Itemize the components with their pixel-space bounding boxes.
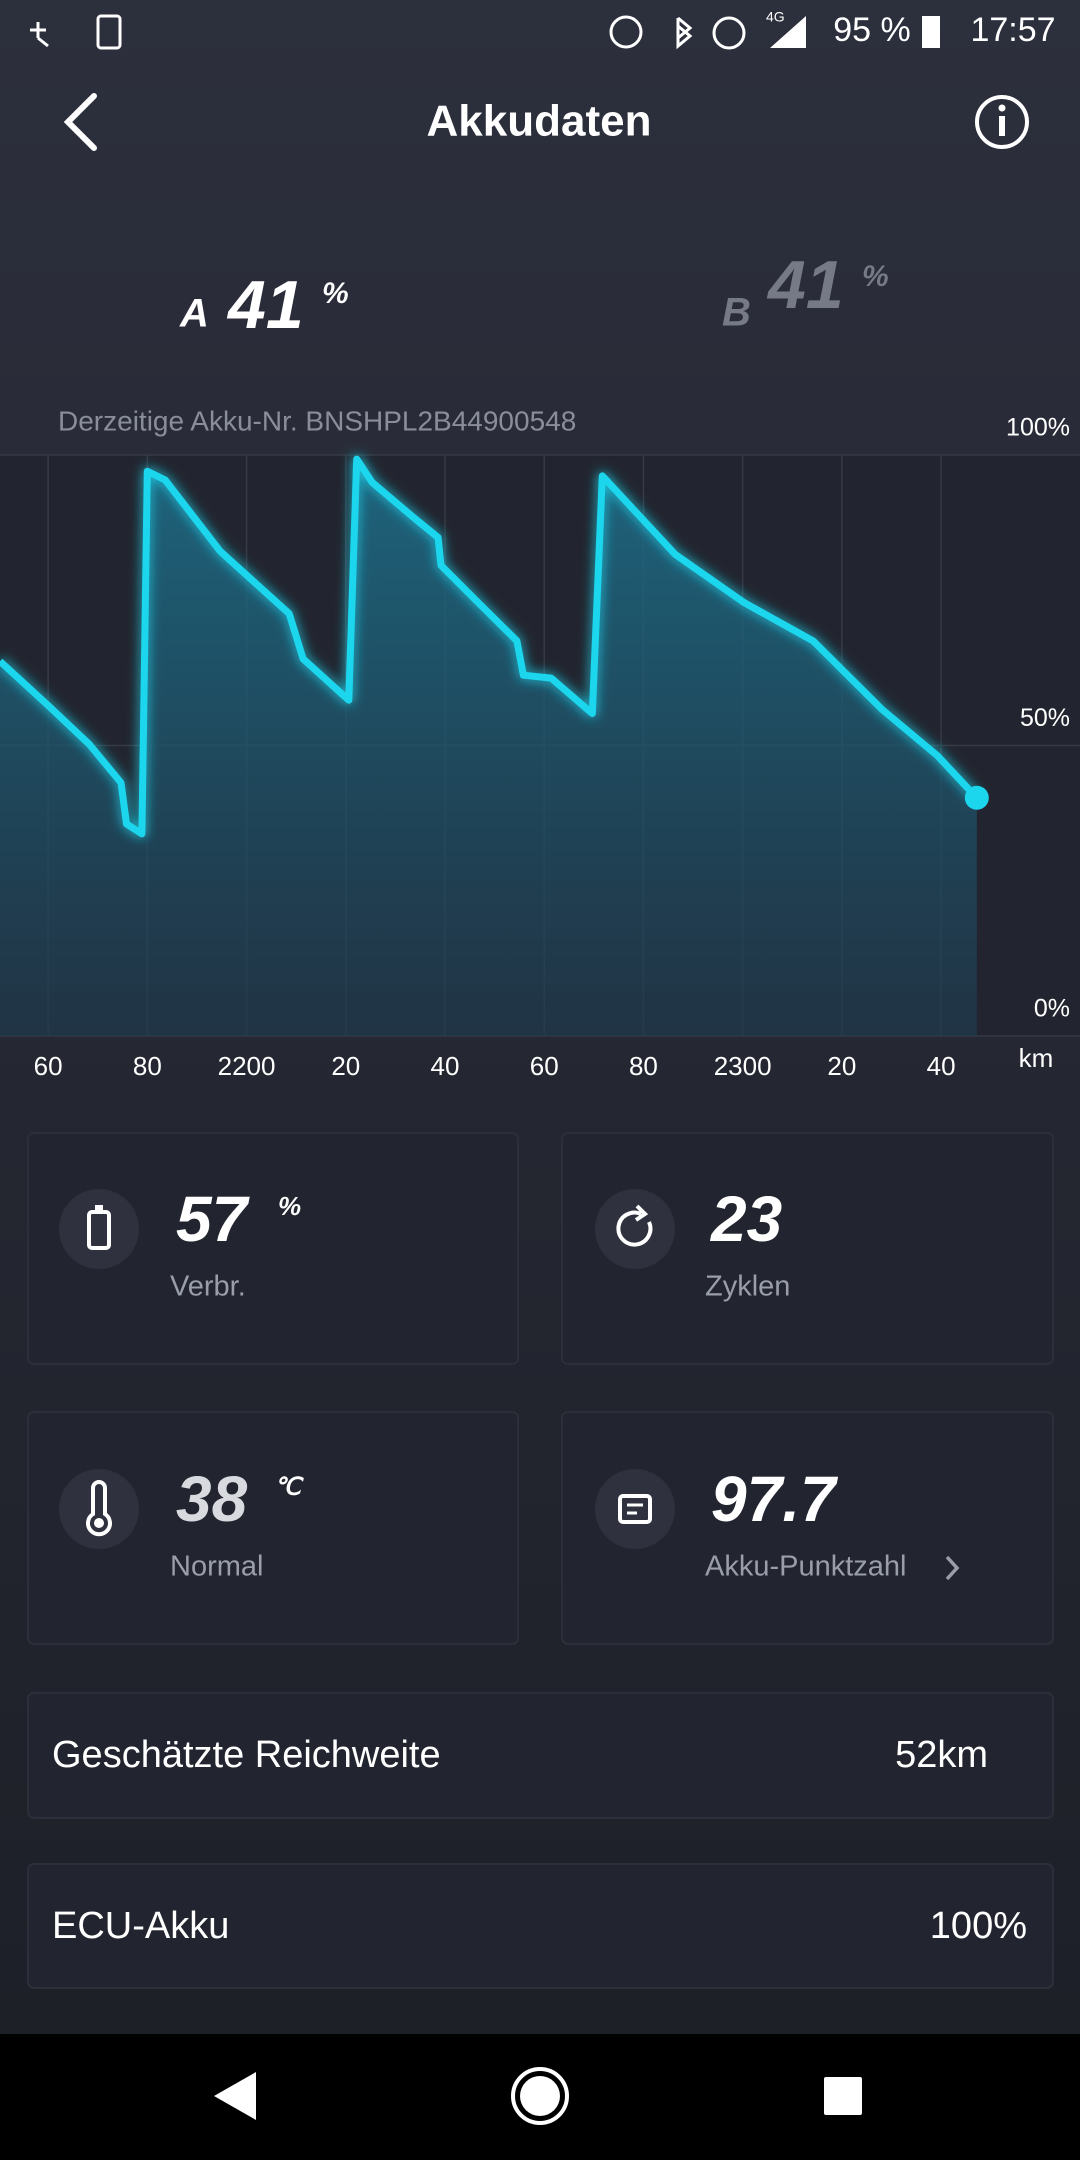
thermometer-icon — [94, 1518, 104, 1528]
info-row: Geschätzte Reichweite 52km — [27, 1692, 1054, 1819]
x-tick-label: 2300 — [714, 1051, 772, 1081]
stat-card: 38 ℃ Normal — [27, 1411, 519, 1645]
y-tick-label: 100% — [1006, 414, 1070, 442]
stat-card: 57 % Verbr. — [27, 1132, 519, 1365]
nav-home-ring — [511, 2067, 569, 2125]
y-tick-label: 50% — [1020, 704, 1070, 732]
icon-circle — [59, 1469, 139, 1549]
battery-b-label: B — [722, 291, 751, 335]
row-label: ECU-Akku — [52, 1905, 229, 1947]
score-icon — [618, 1494, 652, 1524]
battery-icon — [922, 16, 940, 48]
chart — [0, 454, 1080, 1037]
battery-a-unit: % — [322, 277, 349, 310]
clock: 17:57 — [970, 11, 1055, 49]
stat-value: 23 — [710, 1183, 782, 1255]
info-row: ECU-Akku 100% — [27, 1863, 1054, 1989]
x-axis-unit: km — [1019, 1043, 1054, 1073]
x-tick-label: 60 — [530, 1051, 559, 1081]
row-value: 100% — [930, 1905, 1027, 1947]
stat-value: 57 — [176, 1183, 251, 1255]
battery-icon — [87, 1210, 111, 1250]
page-title: Akkudaten — [427, 97, 652, 146]
battery-a-label: A — [179, 292, 209, 336]
stat-value: 38 — [176, 1463, 248, 1535]
signal-icon — [770, 16, 806, 48]
nav-home[interactable] — [511, 2067, 569, 2125]
cycle-icon — [634, 1204, 649, 1222]
x-tick-label: 80 — [629, 1051, 658, 1081]
x-tick-label: 40 — [431, 1051, 460, 1081]
thermometer-icon — [86, 1480, 112, 1537]
stat-label: Akku-Punktzahl — [705, 1551, 907, 1583]
battery-b-unit: % — [862, 260, 889, 293]
y-tick-label: 0% — [1034, 995, 1070, 1023]
x-tick-label: 20 — [331, 1051, 360, 1081]
battery-number: Derzeitige Akku-Nr. BNSHPL2B44900548 — [58, 405, 576, 436]
x-tick-label: 20 — [827, 1051, 856, 1081]
stat-label: Normal — [170, 1551, 263, 1583]
status-icon — [30, 22, 49, 48]
status-icon — [96, 14, 122, 50]
icon-circle — [595, 1469, 675, 1549]
nav-recents[interactable] — [824, 2077, 862, 2115]
row-background — [27, 1863, 1054, 1989]
card-background — [561, 1411, 1054, 1645]
stat-unit: % — [278, 1191, 301, 1221]
row-label: Geschätzte Reichweite — [52, 1734, 441, 1776]
end-point — [964, 785, 989, 810]
network-label: 4G — [766, 9, 785, 25]
info-icon — [998, 104, 1006, 112]
info-icon — [999, 116, 1005, 136]
cycle-icon — [616, 1210, 653, 1247]
alarm-icon — [712, 16, 746, 50]
row-value: 52km — [895, 1734, 988, 1776]
bluetooth-icon — [676, 16, 693, 50]
area-fill — [0, 459, 977, 1037]
stat-value: 97.7 — [711, 1463, 839, 1535]
row-background — [27, 1692, 1054, 1819]
nav-home-dot — [520, 2076, 560, 2116]
x-tick-label: 2200 — [218, 1051, 276, 1081]
card-background — [561, 1132, 1054, 1365]
score-icon — [627, 1503, 643, 1515]
battery-percent: 95 % — [833, 11, 911, 49]
x-tick-label: 80 — [133, 1051, 162, 1081]
battery-icon — [95, 1205, 103, 1210]
icon-circle — [59, 1189, 139, 1269]
x-tick-label: 60 — [34, 1051, 63, 1081]
status-bar: 4G 95 % 17:57 — [30, 9, 1056, 50]
battery-b-value: 41 — [766, 247, 844, 323]
battery-a-value: 41 — [226, 267, 304, 343]
card-background — [27, 1132, 519, 1365]
icon-circle — [595, 1189, 675, 1269]
info-button[interactable] — [975, 95, 1029, 149]
line — [0, 455, 980, 838]
status-icon — [609, 15, 643, 49]
info-icon — [975, 95, 1029, 149]
stat-label: Zyklen — [705, 1271, 790, 1303]
back-button[interactable] — [63, 93, 97, 151]
nav-back[interactable] — [214, 2072, 256, 2120]
x-tick-label: 40 — [927, 1051, 956, 1081]
stat-unit: ℃ — [274, 1473, 304, 1500]
stat-card: 23 Zyklen — [561, 1132, 1054, 1365]
stat-label: Verbr. — [170, 1271, 246, 1303]
card-background — [27, 1411, 519, 1645]
chevron — [945, 1555, 960, 1581]
stat-card[interactable]: 97.7 Akku-Punktzahl — [561, 1411, 1054, 1645]
